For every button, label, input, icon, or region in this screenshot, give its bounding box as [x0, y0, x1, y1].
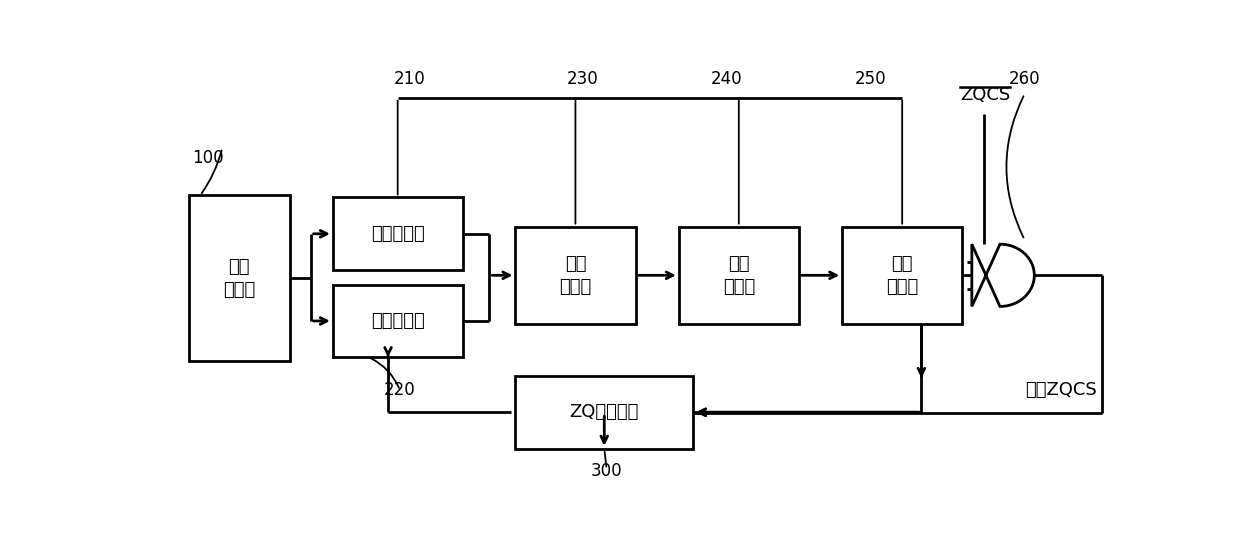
Text: 230: 230	[567, 70, 599, 88]
Text: 计算: 计算	[564, 255, 587, 273]
Bar	[516, 376, 693, 448]
Text: 220: 220	[384, 382, 415, 399]
Bar	[678, 226, 799, 324]
Text: 温度: 温度	[228, 258, 249, 276]
Text: 240: 240	[711, 70, 743, 88]
Bar	[516, 226, 635, 324]
Bar	[332, 285, 463, 357]
Text: 210: 210	[394, 70, 425, 88]
Text: 子单元: 子单元	[723, 278, 755, 296]
Text: 传感器: 传感器	[223, 281, 255, 299]
Text: 第一寄存器: 第一寄存器	[371, 225, 424, 243]
Bar	[188, 196, 290, 362]
Text: 260: 260	[1009, 70, 1040, 88]
Polygon shape	[972, 244, 1034, 307]
Text: 250: 250	[856, 70, 887, 88]
Text: 100: 100	[192, 149, 223, 167]
Bar	[842, 226, 962, 324]
Text: 子单元: 子单元	[559, 278, 591, 296]
Text: 第二寄存器: 第二寄存器	[371, 312, 424, 330]
Text: ZQCS: ZQCS	[960, 86, 1011, 104]
Text: 300: 300	[590, 462, 622, 480]
Text: 比较: 比较	[728, 255, 749, 273]
Text: ZQ校准单元: ZQ校准单元	[569, 403, 639, 421]
Bar	[332, 197, 463, 270]
Text: 启动ZQCS: 启动ZQCS	[1025, 381, 1096, 399]
Text: 子单元: 子单元	[887, 278, 919, 296]
Text: 控制: 控制	[892, 255, 913, 273]
